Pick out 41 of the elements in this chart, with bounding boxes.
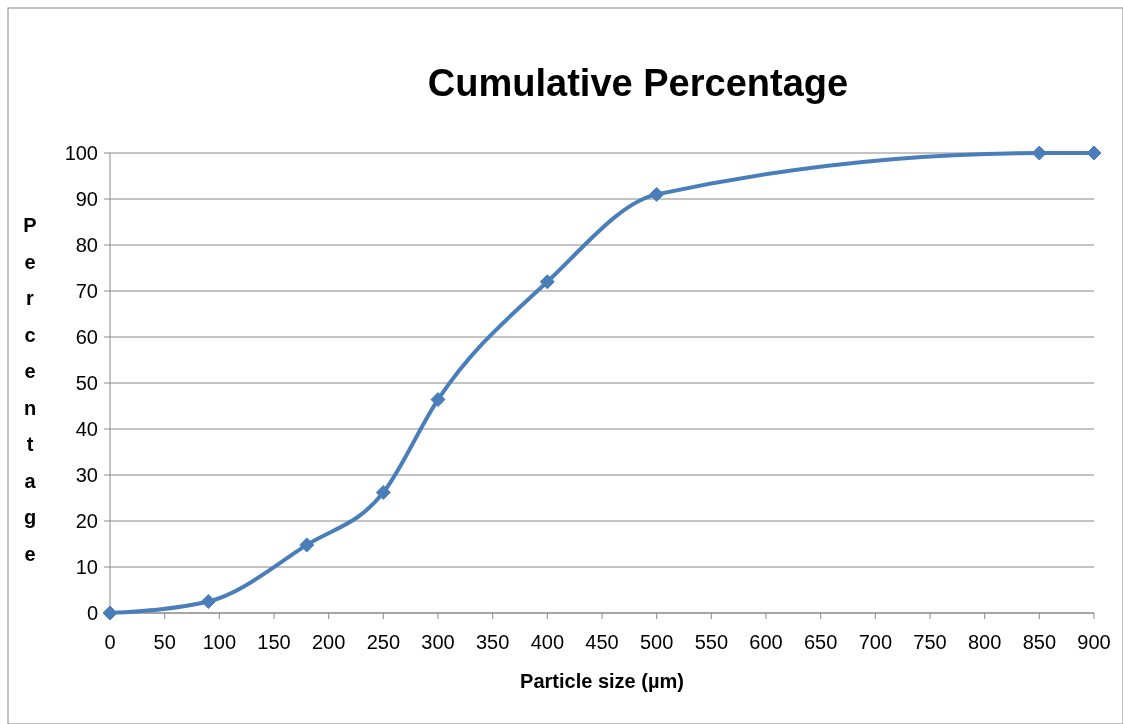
y-tick-label: 80: [75, 234, 98, 256]
y-tick-label: 0: [86, 602, 98, 624]
x-tick-label: 800: [967, 631, 1002, 653]
x-axis-title: Particle size (µm): [520, 670, 684, 692]
x-tick-label: 600: [749, 631, 783, 653]
point: [649, 186, 665, 202]
chart-title: Cumulative Percentage: [427, 62, 849, 104]
x-tick-label: 500: [639, 631, 674, 653]
x-tick-label: 850: [1022, 631, 1057, 653]
point: [539, 274, 555, 290]
y-tick-label: 60: [75, 326, 98, 348]
x-tick-label: 350: [475, 631, 510, 653]
y-tick-label: 50: [75, 372, 98, 394]
point: [375, 484, 391, 500]
y-tick-label: 20: [75, 510, 98, 532]
x-tick-label: 750: [913, 631, 947, 653]
x-tick-label: 200: [311, 631, 346, 653]
point: [200, 594, 216, 609]
y-tick-label: 10: [75, 556, 98, 578]
y-tick-label: 70: [75, 280, 98, 302]
x-tick-label: 650: [803, 631, 838, 653]
y-tick-label: 100: [64, 142, 98, 164]
y-tick-label: 40: [75, 418, 98, 440]
x-tick-label: 250: [366, 631, 401, 653]
y-tick-label: 30: [75, 464, 98, 486]
x-tick-label: 900: [1077, 631, 1111, 653]
x-tick-label: 50: [153, 631, 176, 653]
x-tick-label: 0: [104, 631, 116, 653]
y-tick-label: 90: [75, 188, 98, 210]
x-tick-label: 300: [421, 631, 455, 653]
point: [102, 605, 118, 621]
x-tick-label: 150: [257, 631, 291, 653]
point: [430, 392, 446, 408]
text: Percentage: [23, 214, 37, 565]
x-tick-label: 400: [530, 631, 565, 653]
x-tick-label: 100: [202, 631, 237, 653]
x-tick-label: 700: [858, 631, 893, 653]
point: [299, 537, 315, 553]
x-tick-label: 450: [585, 631, 619, 653]
point: [1031, 145, 1047, 161]
x-tick-label: 550: [694, 631, 729, 653]
